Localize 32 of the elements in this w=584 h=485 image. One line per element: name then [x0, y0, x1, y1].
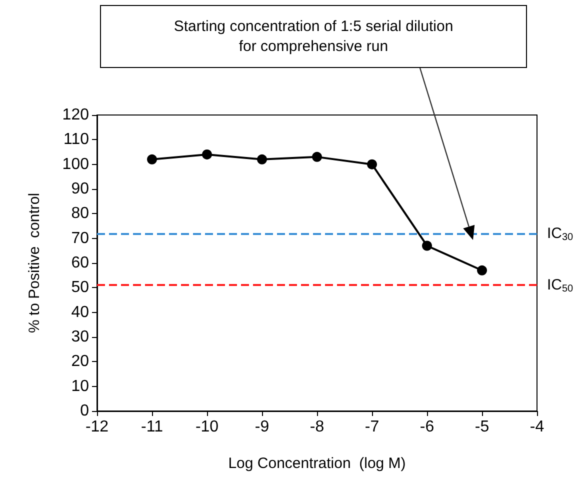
x-tick-label: -11	[141, 418, 164, 436]
x-tick-label: -12	[85, 418, 109, 436]
x-tick-label: -4	[530, 418, 544, 436]
point	[147, 154, 157, 164]
point	[477, 265, 487, 276]
y-tick-label: 100	[62, 156, 90, 173]
x-tick-label: -9	[254, 418, 270, 436]
x-tick-label: -5	[474, 418, 490, 436]
y-tick-label: 40	[71, 304, 90, 321]
x-tick-label: -10	[195, 418, 219, 436]
point	[257, 154, 267, 164]
y-tick-label: 70	[71, 230, 90, 247]
x-tick-label: -6	[420, 418, 434, 436]
y-tick-label: 110	[63, 131, 90, 148]
point	[367, 159, 377, 170]
y-tick-label: 60	[71, 254, 90, 272]
y-tick-label: 80	[71, 205, 90, 222]
x-tick-label: -7	[364, 418, 380, 436]
point	[422, 240, 432, 251]
y-tick-label: 10	[71, 378, 90, 395]
x-tick-label: -8	[310, 418, 324, 436]
y-tick-label: 30	[71, 328, 90, 346]
text: Starting concentration of 1:5 serial dilution for comprehensive run	[100, 5, 527, 68]
y-tick-label: 0	[80, 402, 90, 420]
point	[202, 149, 212, 160]
point	[312, 152, 322, 162]
y-tick-label: 50	[71, 279, 90, 296]
y-axis-title: % to Positive control	[26, 192, 43, 334]
y-tick-label: 20	[71, 353, 90, 370]
x-axis-title: Log Concentration (log M)	[228, 455, 406, 472]
y-tick-label: 90	[71, 180, 90, 198]
y-tick-label: 120	[62, 106, 90, 124]
